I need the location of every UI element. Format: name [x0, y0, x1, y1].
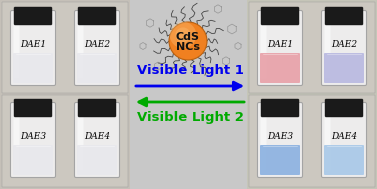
- FancyBboxPatch shape: [2, 95, 128, 187]
- Text: DAE1: DAE1: [267, 40, 293, 49]
- FancyBboxPatch shape: [249, 95, 375, 187]
- Circle shape: [170, 22, 196, 48]
- FancyBboxPatch shape: [247, 0, 377, 189]
- FancyBboxPatch shape: [14, 7, 52, 25]
- FancyBboxPatch shape: [13, 145, 53, 175]
- FancyBboxPatch shape: [257, 102, 302, 177]
- Text: NCs: NCs: [176, 42, 200, 52]
- FancyBboxPatch shape: [2, 2, 128, 93]
- FancyBboxPatch shape: [78, 109, 83, 170]
- Circle shape: [169, 22, 207, 60]
- FancyBboxPatch shape: [11, 102, 55, 177]
- FancyBboxPatch shape: [257, 11, 302, 85]
- Text: CdS: CdS: [176, 32, 200, 42]
- FancyBboxPatch shape: [322, 102, 366, 177]
- FancyBboxPatch shape: [78, 99, 116, 117]
- FancyBboxPatch shape: [78, 18, 83, 78]
- FancyBboxPatch shape: [14, 18, 20, 78]
- FancyBboxPatch shape: [14, 99, 52, 117]
- Text: DAE4: DAE4: [84, 132, 110, 141]
- Text: Visible Light 1: Visible Light 1: [136, 64, 244, 77]
- FancyBboxPatch shape: [77, 145, 117, 175]
- FancyBboxPatch shape: [324, 53, 364, 83]
- Text: DAE3: DAE3: [20, 132, 46, 141]
- FancyBboxPatch shape: [324, 145, 364, 175]
- Text: Visible Light 2: Visible Light 2: [136, 111, 244, 124]
- FancyBboxPatch shape: [322, 11, 366, 85]
- FancyBboxPatch shape: [325, 99, 363, 117]
- FancyBboxPatch shape: [325, 109, 331, 170]
- FancyBboxPatch shape: [325, 7, 363, 25]
- FancyBboxPatch shape: [13, 53, 53, 83]
- FancyBboxPatch shape: [75, 11, 120, 85]
- FancyBboxPatch shape: [77, 53, 117, 83]
- Text: DAE2: DAE2: [84, 40, 110, 49]
- Circle shape: [175, 27, 191, 43]
- FancyBboxPatch shape: [260, 53, 300, 83]
- FancyBboxPatch shape: [261, 7, 299, 25]
- FancyBboxPatch shape: [0, 0, 130, 189]
- FancyBboxPatch shape: [260, 145, 300, 175]
- Text: DAE4: DAE4: [331, 132, 357, 141]
- FancyBboxPatch shape: [261, 99, 299, 117]
- Text: DAE1: DAE1: [20, 40, 46, 49]
- FancyBboxPatch shape: [249, 2, 375, 93]
- FancyBboxPatch shape: [78, 7, 116, 25]
- FancyBboxPatch shape: [75, 102, 120, 177]
- Text: DAE2: DAE2: [331, 40, 357, 49]
- Text: DAE3: DAE3: [267, 132, 293, 141]
- FancyBboxPatch shape: [261, 109, 267, 170]
- FancyBboxPatch shape: [325, 18, 331, 78]
- FancyBboxPatch shape: [11, 11, 55, 85]
- FancyBboxPatch shape: [14, 109, 20, 170]
- FancyBboxPatch shape: [261, 18, 267, 78]
